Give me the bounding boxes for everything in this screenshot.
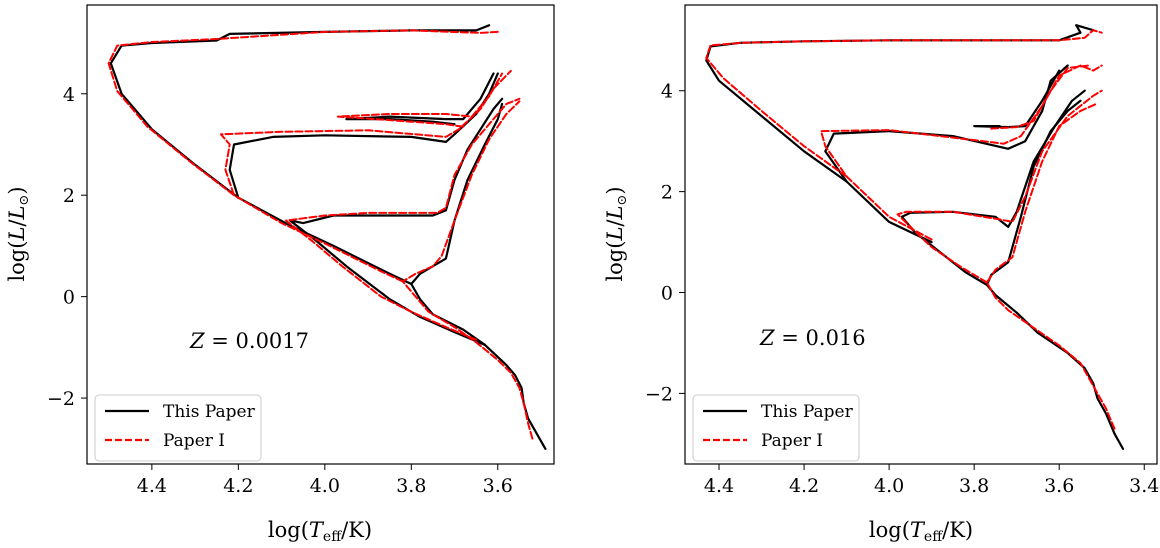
legend-label-this-paper: This Paper [761,402,854,422]
paper-i-track-line [990,64,1090,130]
panel-right: 4.4 4.2 4.0 3.8 3.6 3.4 −2 0 2 4 Z = 0.016 This P… [603,4,1159,545]
paper-i-track-line [401,100,534,440]
y-axis-label-right: log(L/L⊙) [603,186,630,281]
x-tick-label: 3.6 [1044,475,1074,497]
y-tick-label: 0 [63,287,75,309]
metallicity-annotation-left: Z = 0.0017 [189,329,309,353]
y-tick-label: 4 [661,81,673,103]
y-tick-label: 2 [661,182,673,204]
paper-i-track-line [896,89,1103,284]
x-tick-label: 3.6 [483,475,513,497]
legend-label-paper-i: Paper I [163,431,225,451]
x-tick-label: 4.0 [874,475,904,497]
y-tick-label: 0 [661,283,673,305]
this-paper-track-line [228,72,499,286]
y-tick-label: −2 [645,383,673,405]
legend-label-paper-i: Paper I [761,431,823,451]
x-tick-label: 3.4 [1129,475,1159,497]
metallicity-annotation-right: Z = 0.016 [759,326,866,350]
x-tick-label: 3.8 [959,475,989,497]
x-tick-label: 4.2 [789,475,819,497]
x-tick-label: 4.0 [310,475,340,497]
paper-i-track-line [284,97,521,341]
legend-right: This Paper Paper I [692,394,860,462]
paper-i-track-line [107,29,499,197]
panel-left: 4.4 4.2 4.0 3.8 3.6 −2 0 2 4 Z = 0.0017 This Pap… [5,4,555,545]
x-tick-label: 4.4 [704,475,734,497]
x-tick-label: 4.2 [223,475,253,497]
y-axis-label-left: log(L/L⊙) [5,186,32,281]
paper-i-track-line [705,29,1103,178]
x-axis-label-left: log(Teff/K) [268,518,372,545]
x-axis-label-right: log(Teff/K) [869,518,973,545]
paper-i-track-line [985,102,1116,430]
legend-left: This Paper Paper I [94,394,262,462]
legend-label-this-paper: This Paper [163,402,256,422]
x-tick-label: 3.8 [396,475,426,497]
paper-i-track-line [336,72,504,128]
y-tick-label: −2 [47,388,75,410]
this-paper-track-line [985,99,1125,450]
y-tick-label: 4 [63,84,75,106]
this-paper-track-line [345,72,495,126]
plot-frame-left [86,4,555,465]
y-tick-label: 2 [63,185,75,207]
x-tick-label: 4.4 [137,475,167,497]
